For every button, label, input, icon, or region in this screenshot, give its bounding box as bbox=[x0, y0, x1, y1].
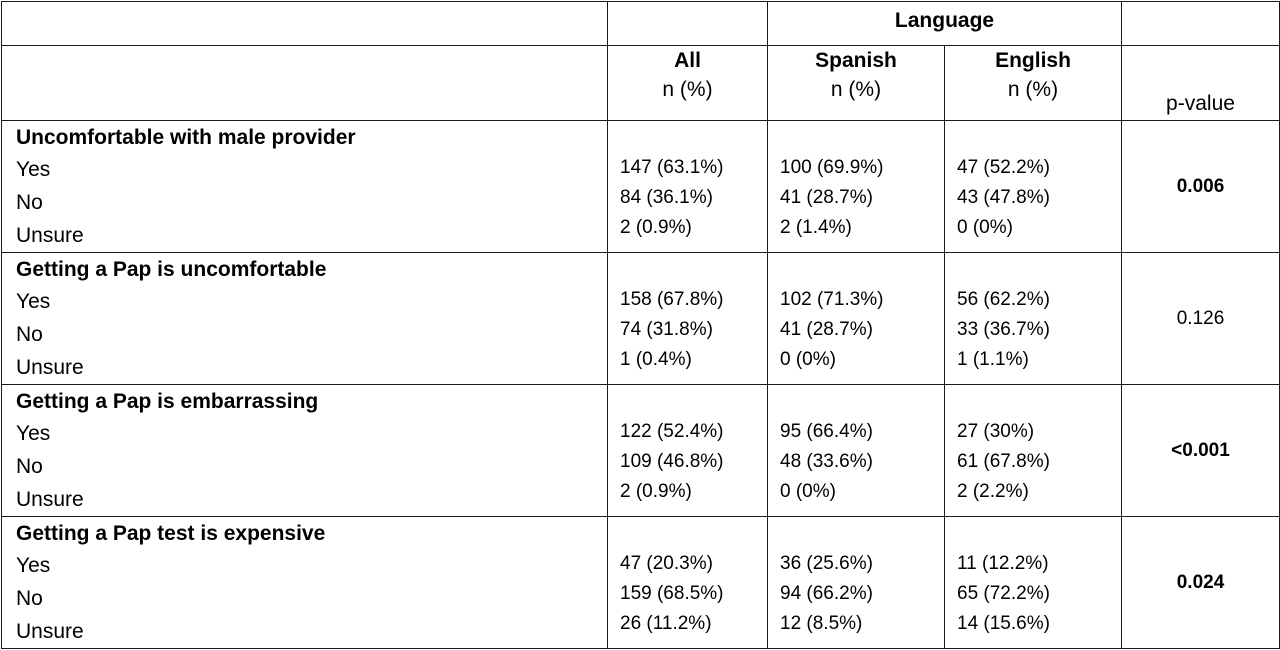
column-header-row: All n (%) Spanish n (%) English n (%) p-… bbox=[1, 45, 1280, 121]
column-header-spanish: Spanish n (%) bbox=[767, 45, 945, 121]
pvalue-cell: 0.024 bbox=[1121, 516, 1280, 649]
spanish-values-cell: 95 (66.4%) 48 (33.6%) 0 (0%) bbox=[767, 384, 945, 517]
value: 56 (62.2%) bbox=[957, 289, 1050, 310]
option-label: No bbox=[16, 587, 43, 610]
all-values-cell: 47 (20.3%) 159 (68.5%) 26 (11.2%) bbox=[607, 516, 768, 649]
value: 1 (1.1%) bbox=[957, 349, 1029, 370]
option-label: Yes bbox=[16, 290, 51, 313]
option-label: No bbox=[16, 323, 43, 346]
column-header-pvalue: p-value bbox=[1121, 45, 1280, 121]
value: 26 (11.2%) bbox=[620, 613, 712, 634]
pvalue-cell: 0.126 bbox=[1121, 252, 1280, 385]
question-cell: Getting a Pap is embarrassing Yes No Uns… bbox=[1, 384, 608, 517]
option-label: Unsure bbox=[16, 488, 84, 511]
value: 0 (0%) bbox=[957, 217, 1013, 238]
value: 0 (0%) bbox=[780, 349, 836, 370]
empty-all-cell bbox=[607, 1, 768, 46]
value: 2 (2.2%) bbox=[957, 481, 1029, 502]
question-title: Getting a Pap is uncomfortable bbox=[16, 258, 327, 281]
pvalue-cell: <0.001 bbox=[1121, 384, 1280, 517]
all-values-cell: 147 (63.1%) 84 (36.1%) 2 (0.9%) bbox=[607, 120, 768, 253]
value: 65 (72.2%) bbox=[957, 583, 1050, 604]
value: 12 (8.5%) bbox=[780, 613, 863, 634]
value: 14 (15.6%) bbox=[957, 613, 1050, 634]
table-row: Uncomfortable with male provider Yes No … bbox=[1, 120, 1280, 253]
column-subtitle: n (%) bbox=[662, 78, 713, 101]
value: 109 (46.8%) bbox=[620, 451, 724, 472]
question-title: Getting a Pap test is expensive bbox=[16, 522, 326, 545]
value: 41 (28.7%) bbox=[780, 187, 873, 208]
table-row: Getting a Pap is embarrassing Yes No Uns… bbox=[1, 384, 1280, 517]
option-label: No bbox=[16, 455, 43, 478]
value: 2 (0.9%) bbox=[620, 481, 692, 502]
value: 2 (0.9%) bbox=[620, 217, 692, 238]
value: 159 (68.5%) bbox=[620, 583, 724, 604]
question-cell: Uncomfortable with male provider Yes No … bbox=[1, 120, 608, 253]
language-group-header: Language bbox=[767, 1, 1122, 46]
value: 36 (25.6%) bbox=[780, 553, 873, 574]
option-label: Unsure bbox=[16, 224, 84, 247]
value: 158 (67.8%) bbox=[620, 289, 724, 310]
option-label: Yes bbox=[16, 554, 51, 577]
english-values-cell: 56 (62.2%) 33 (36.7%) 1 (1.1%) bbox=[944, 252, 1122, 385]
value: 94 (66.2%) bbox=[780, 583, 873, 604]
question-title: Uncomfortable with male provider bbox=[16, 126, 356, 149]
value: 1 (0.4%) bbox=[620, 349, 692, 370]
option-label: Yes bbox=[16, 158, 51, 181]
all-values-cell: 122 (52.4%) 109 (46.8%) 2 (0.9%) bbox=[607, 384, 768, 517]
value: 48 (33.6%) bbox=[780, 451, 873, 472]
english-values-cell: 11 (12.2%) 65 (72.2%) 14 (15.6%) bbox=[944, 516, 1122, 649]
spanish-values-cell: 36 (25.6%) 94 (66.2%) 12 (8.5%) bbox=[767, 516, 945, 649]
column-title: English bbox=[995, 49, 1071, 72]
question-title: Getting a Pap is embarrassing bbox=[16, 390, 319, 413]
value: 33 (36.7%) bbox=[957, 319, 1050, 340]
value: 27 (30%) bbox=[957, 421, 1035, 442]
column-title: Spanish bbox=[815, 49, 897, 72]
value: 100 (69.9%) bbox=[780, 157, 884, 178]
all-values-cell: 158 (67.8%) 74 (31.8%) 1 (0.4%) bbox=[607, 252, 768, 385]
value: 74 (31.8%) bbox=[620, 319, 713, 340]
value: 41 (28.7%) bbox=[780, 319, 873, 340]
value: 95 (66.4%) bbox=[780, 421, 873, 442]
column-header-english: English n (%) bbox=[944, 45, 1122, 121]
value: 61 (67.8%) bbox=[957, 451, 1050, 472]
value: 102 (71.3%) bbox=[780, 289, 884, 310]
column-subtitle: n (%) bbox=[1007, 78, 1059, 101]
value: 47 (52.2%) bbox=[957, 157, 1050, 178]
column-title: All bbox=[674, 49, 701, 72]
spanish-values-cell: 100 (69.9%) 41 (28.7%) 2 (1.4%) bbox=[767, 120, 945, 253]
value: 84 (36.1%) bbox=[620, 187, 713, 208]
value: 43 (47.8%) bbox=[957, 187, 1050, 208]
option-label: No bbox=[16, 191, 43, 214]
value: 0 (0%) bbox=[780, 481, 836, 502]
empty-label-header bbox=[1, 45, 608, 121]
spanish-values-cell: 102 (71.3%) 41 (28.7%) 0 (0%) bbox=[767, 252, 945, 385]
english-values-cell: 27 (30%) 61 (67.8%) 2 (2.2%) bbox=[944, 384, 1122, 517]
value: 147 (63.1%) bbox=[620, 157, 724, 178]
value: 2 (1.4%) bbox=[780, 217, 852, 238]
language-header-row: Language bbox=[1, 1, 1280, 46]
question-cell: Getting a Pap is uncomfortable Yes No Un… bbox=[1, 252, 608, 385]
column-header-all: All n (%) bbox=[607, 45, 768, 121]
english-values-cell: 47 (52.2%) 43 (47.8%) 0 (0%) bbox=[944, 120, 1122, 253]
pvalue-cell: 0.006 bbox=[1121, 120, 1280, 253]
table-row: Getting a Pap test is expensive Yes No U… bbox=[1, 516, 1280, 649]
empty-pvalue-cell bbox=[1121, 1, 1280, 46]
empty-corner-cell bbox=[1, 1, 608, 46]
option-label: Unsure bbox=[16, 620, 84, 643]
table-row: Getting a Pap is uncomfortable Yes No Un… bbox=[1, 252, 1280, 385]
option-label: Unsure bbox=[16, 356, 84, 379]
value: 122 (52.4%) bbox=[620, 421, 724, 442]
column-subtitle: n (%) bbox=[830, 78, 882, 101]
value: 11 (12.2%) bbox=[957, 553, 1049, 574]
option-label: Yes bbox=[16, 422, 51, 445]
value: 47 (20.3%) bbox=[620, 553, 713, 574]
question-cell: Getting a Pap test is expensive Yes No U… bbox=[1, 516, 608, 649]
